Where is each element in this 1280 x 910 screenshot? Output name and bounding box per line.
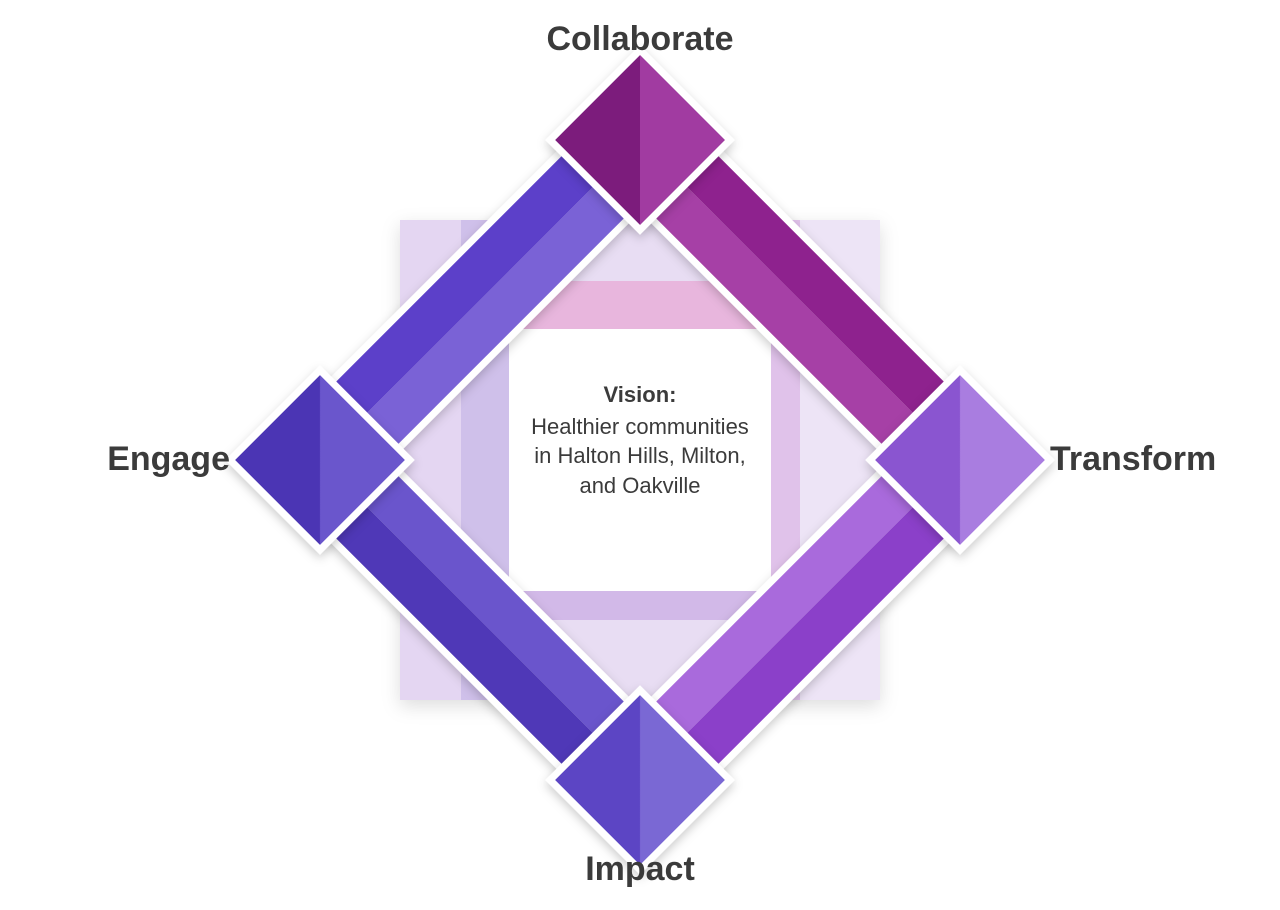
label-collaborate: Collaborate bbox=[546, 20, 733, 59]
label-transform: Transform bbox=[1050, 440, 1216, 479]
vision-body: Healthier communities in Halton Hills, M… bbox=[531, 414, 749, 498]
diagram-stage: Collaborate Transform Impact Engage Visi… bbox=[0, 0, 1280, 910]
vision-title: Vision: bbox=[525, 380, 755, 410]
label-engage: Engage bbox=[0, 440, 230, 479]
vision-center-text: Vision: Healthier communities in Halton … bbox=[525, 380, 755, 501]
label-impact: Impact bbox=[585, 850, 695, 889]
